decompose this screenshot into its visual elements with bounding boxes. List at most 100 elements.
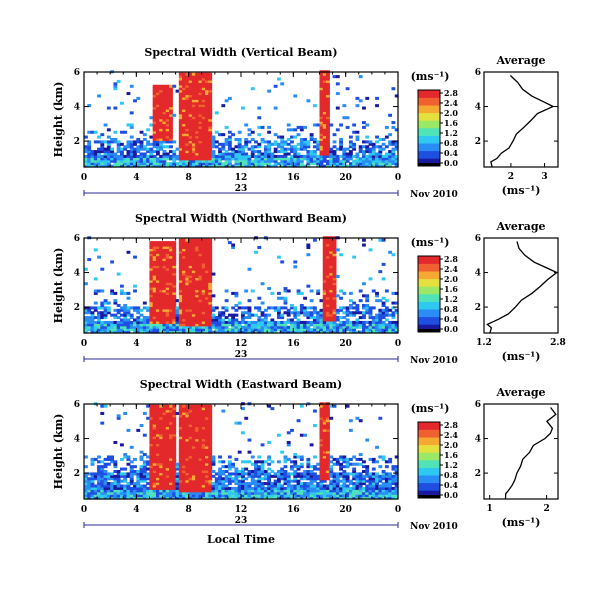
x-tick-label: 20 [339, 505, 352, 515]
panel-2: Spectral Width (Northward Beam)0 4 8 12 16 20… [52, 212, 566, 366]
colorbar-swatch [418, 271, 440, 280]
x-tick-label: 16 [287, 505, 300, 515]
date-label: Nov 2010 [410, 356, 458, 366]
colorbar-swatch [418, 90, 440, 98]
x-tick-label: 0 [395, 339, 401, 349]
heatmap-cells [84, 402, 399, 500]
x-tick-label: 20 [339, 339, 352, 349]
panel-title: Spectral Width (Vertical Beam) [144, 46, 337, 59]
average-y-tick-label: 6 [475, 68, 481, 78]
average-y-tick-label: 6 [475, 234, 481, 244]
colorbar-swatch [418, 256, 440, 264]
colorbar-swatch [418, 105, 440, 114]
colorbar-swatch [418, 482, 440, 491]
average-x-label: (ms⁻¹) [502, 184, 541, 197]
colorbar-swatch [418, 429, 440, 438]
colorbar-swatch [418, 294, 440, 302]
x-tick-label: 0 [395, 505, 401, 515]
day-label: 23 [235, 516, 248, 526]
x-tick-label: 0 [395, 173, 401, 183]
y-tick-label: 6 [74, 400, 80, 410]
colorbar-tick-label: 0.0 [444, 490, 458, 500]
colorbar-swatch [418, 120, 440, 129]
average-y-tick-label: 4 [475, 269, 481, 279]
colorbar-tick-label: 1.6 [444, 118, 458, 128]
average-title: Average [495, 220, 545, 233]
average-frame [483, 237, 559, 334]
colorbar-tick-label: 2.4 [444, 264, 458, 274]
x-tick-label: 8 [186, 173, 192, 183]
x-tick-label: 12 [235, 505, 248, 515]
panel-title: Spectral Width (Eastward Beam) [140, 378, 342, 391]
colorbar-units: (ms⁻¹) [411, 70, 450, 83]
colorbar-tick-label: 1.2 [444, 294, 458, 304]
colorbar-tick-label: 0.8 [444, 470, 458, 480]
colorbar-tick-label: 1.2 [444, 128, 458, 138]
y-tick-label: 2 [74, 137, 80, 147]
x-tick-label: 16 [287, 173, 300, 183]
colorbar-tick-label: 2.0 [444, 440, 458, 450]
colorbar-tick-label: 0.4 [444, 480, 458, 490]
colorbar-tick-label: 1.6 [444, 450, 458, 460]
average-frame [483, 403, 559, 500]
date-label: Nov 2010 [410, 190, 458, 200]
colorbar-tick-label: 2.4 [444, 98, 458, 108]
colorbar-swatch [418, 286, 440, 295]
heatmap-cells [84, 70, 399, 168]
colorbar-swatch [418, 263, 440, 272]
x-tick-label: 8 [186, 339, 192, 349]
colorbar-swatch [418, 444, 440, 453]
heatmap-cells [84, 236, 399, 334]
y-tick-label: 2 [74, 469, 80, 479]
colorbar-frame [417, 255, 441, 333]
y-tick-label: 4 [74, 103, 80, 113]
y-tick-label: 4 [74, 435, 80, 445]
average-frame [483, 71, 559, 168]
average-title: Average [495, 54, 545, 67]
colorbar-frame [417, 89, 441, 167]
x-tick-label: 8 [186, 505, 192, 515]
colorbar-swatch [418, 316, 440, 325]
colorbar-swatch [418, 422, 440, 430]
panel-3: Spectral Width (Eastward Beam) 0 4 8 12 16 20 0… [52, 378, 559, 546]
colorbar-swatch [418, 475, 440, 484]
colorbar-frame [417, 421, 441, 499]
x-tick-label: 16 [287, 339, 300, 349]
y-tick-label: 6 [74, 234, 80, 244]
colorbar-swatch [418, 128, 440, 136]
x-tick-label: 4 [133, 339, 139, 349]
x-tick-label: 12 [235, 173, 248, 183]
average-y-tick-label: 2 [475, 137, 481, 147]
colorbar-units: (ms⁻¹) [411, 236, 450, 249]
colorbar-tick-label: 0.0 [444, 158, 458, 168]
colorbar-tick-label: 1.6 [444, 284, 458, 294]
y-axis-label: Height (km) [52, 82, 65, 158]
colorbar-tick-label: 0.0 [444, 324, 458, 334]
average-line [504, 407, 557, 500]
average-y-tick-label: 6 [475, 400, 481, 410]
y-axis-label: Height (km) [52, 248, 65, 324]
colorbar-swatch [418, 112, 440, 121]
day-label: 23 [235, 184, 248, 194]
colorbar-tick-label: 2.8 [444, 254, 458, 264]
average-x-label: (ms⁻¹) [502, 516, 541, 529]
colorbar-tick-label: 1.2 [444, 460, 458, 470]
colorbar-tick-label: 0.4 [444, 314, 458, 324]
colorbar-swatch [418, 158, 440, 167]
average-x-label: (ms⁻¹) [502, 350, 541, 363]
day-label: 23 [235, 350, 248, 360]
average-y-tick-label: 4 [475, 103, 481, 113]
average-line [490, 75, 555, 168]
x-tick-label: 20 [339, 173, 352, 183]
average-y-tick-label: 4 [475, 435, 481, 445]
colorbar-swatch [418, 452, 440, 461]
y-tick-label: 2 [74, 303, 80, 313]
colorbar-tick-label: 2.0 [444, 274, 458, 284]
average-x-tick-label: 2.8 [550, 338, 566, 348]
colorbar-swatch [418, 97, 440, 106]
colorbar-swatch [418, 437, 440, 446]
x-tick-label: 4 [133, 505, 139, 515]
colorbar: 0.00.40.81.21.62.02.42.8 [417, 420, 458, 500]
colorbar-swatch [418, 460, 440, 468]
